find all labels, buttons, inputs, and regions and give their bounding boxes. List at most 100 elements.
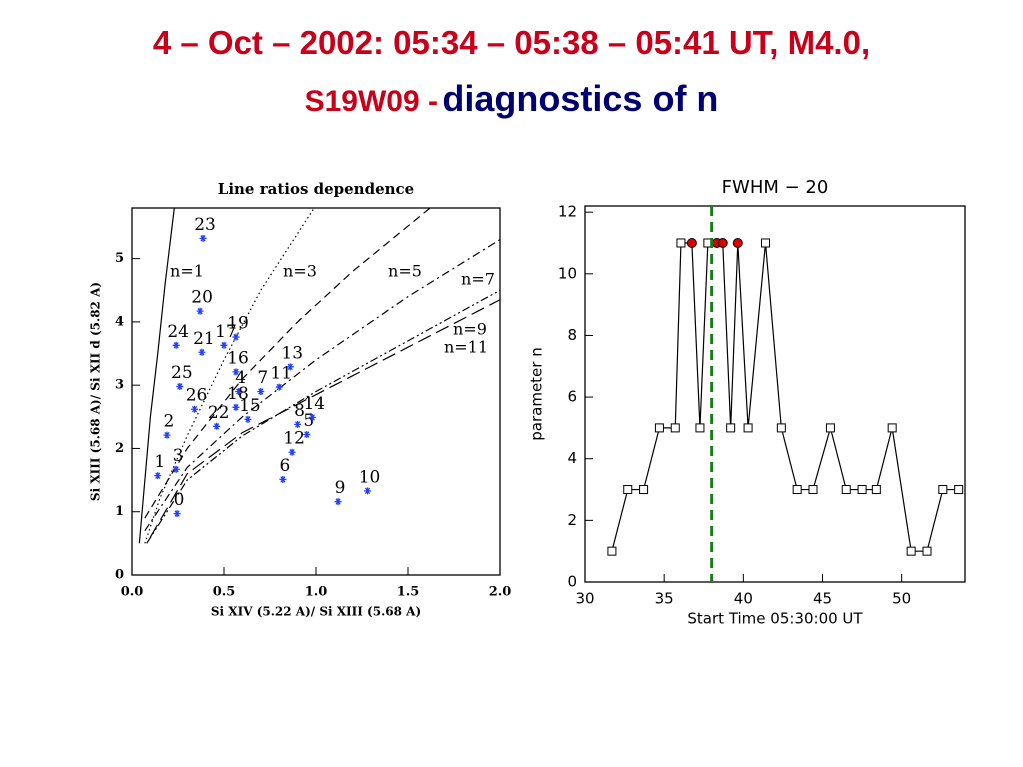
point [220, 341, 228, 349]
point [173, 510, 181, 518]
marker [676, 238, 686, 248]
x-tick-label: 35 [655, 590, 674, 608]
x-tick-label: 1.5 [397, 585, 420, 600]
point-label: 21 [193, 329, 215, 349]
point-label: 15 [239, 396, 261, 416]
marker [639, 485, 649, 495]
point [303, 431, 311, 439]
point [172, 341, 180, 349]
point [308, 413, 316, 421]
point [163, 431, 171, 439]
x-tick-label: 0.0 [121, 585, 144, 600]
marker [841, 485, 851, 495]
point [154, 472, 162, 480]
point-label: 3 [173, 446, 184, 466]
point-label: 16 [227, 348, 249, 368]
point-label: 22 [208, 403, 230, 423]
point-label: 1 [154, 452, 165, 472]
x-axis-label: Si XIV (5.22 A)/ Si XIII (5.68 A) [211, 605, 421, 619]
point [334, 498, 342, 506]
curve [144, 207, 315, 544]
point-label: 25 [171, 363, 193, 383]
marker [686, 237, 697, 248]
y-tick-label: 4 [567, 449, 577, 467]
point-label: 20 [191, 288, 213, 308]
marker [761, 238, 770, 248]
chart-title: FWHM − 20 [722, 177, 829, 198]
point [286, 363, 294, 371]
marker [776, 423, 786, 433]
point [199, 234, 207, 242]
marker [825, 423, 835, 433]
y-tick-label: 2 [115, 441, 124, 456]
point-label: 12 [283, 429, 305, 449]
y-axis-label: parameter n [528, 347, 546, 440]
curve-label: n=9 [453, 320, 487, 339]
y-tick-label: 6 [567, 388, 577, 406]
point [232, 403, 240, 411]
point [257, 388, 265, 395]
y-axis-label: Si XIII (5.68 A)/ Si XII d (5.82 A) [89, 282, 103, 501]
marker [887, 423, 897, 433]
marker [871, 485, 881, 495]
plot-frame [584, 205, 966, 583]
point [235, 388, 243, 395]
point [198, 348, 206, 356]
y-tick-label: 0 [567, 573, 577, 591]
point-label: 7 [257, 368, 268, 388]
y-tick-label: 0 [115, 568, 124, 583]
x-tick-label: 1.0 [305, 585, 328, 600]
y-tick-label: 3 [115, 378, 124, 393]
x-tick-label: 2.0 [489, 585, 512, 600]
marker [906, 546, 916, 556]
point-label: 18 [227, 384, 249, 404]
point [213, 422, 221, 430]
marker [623, 485, 633, 495]
marker [607, 546, 617, 556]
title-part: diagnostics of n [442, 78, 719, 119]
point-label: 14 [303, 394, 325, 414]
point [244, 415, 252, 423]
point-label: 17 [215, 322, 237, 342]
marker [717, 237, 728, 248]
point-label: 2 [164, 412, 175, 432]
curve-label: n=11 [444, 338, 488, 357]
marker [654, 423, 664, 433]
marker [857, 485, 867, 495]
x-tick-label: 45 [813, 590, 832, 608]
point [288, 448, 296, 456]
curve-label: n=5 [388, 262, 422, 281]
curve [144, 239, 501, 532]
point-label: 26 [186, 386, 208, 406]
point [232, 333, 240, 341]
marker [670, 423, 680, 433]
y-tick-label: 1 [115, 504, 124, 519]
x-axis-label: Start Time 05:30:00 UT [687, 610, 863, 628]
point [196, 307, 204, 315]
point-label: 0 [174, 490, 185, 510]
point [232, 368, 240, 376]
point [279, 475, 287, 483]
point-label: 4 [235, 368, 246, 388]
marker [726, 423, 736, 433]
x-tick-label: 40 [734, 590, 753, 608]
point [364, 487, 372, 495]
line [611, 242, 959, 552]
point-label: 24 [167, 322, 189, 342]
marker [732, 237, 743, 248]
point [176, 382, 184, 390]
marker [938, 485, 948, 495]
title-line2: S19W09 - diagnostics of n [0, 78, 1023, 120]
y-tick-label: 2 [567, 511, 577, 529]
title-line1: 4 – Oct – 2002: 05:34 – 05:38 – 05:41 UT… [152, 24, 871, 61]
curve-label: n=7 [461, 270, 495, 289]
marker [922, 546, 932, 556]
y-tick-label: 10 [558, 264, 577, 282]
point-label: 8 [294, 401, 305, 421]
point [294, 420, 302, 428]
point-label: 10 [359, 467, 381, 487]
point [172, 465, 180, 473]
point-label: 6 [279, 456, 290, 476]
point-label: 5 [303, 411, 314, 431]
